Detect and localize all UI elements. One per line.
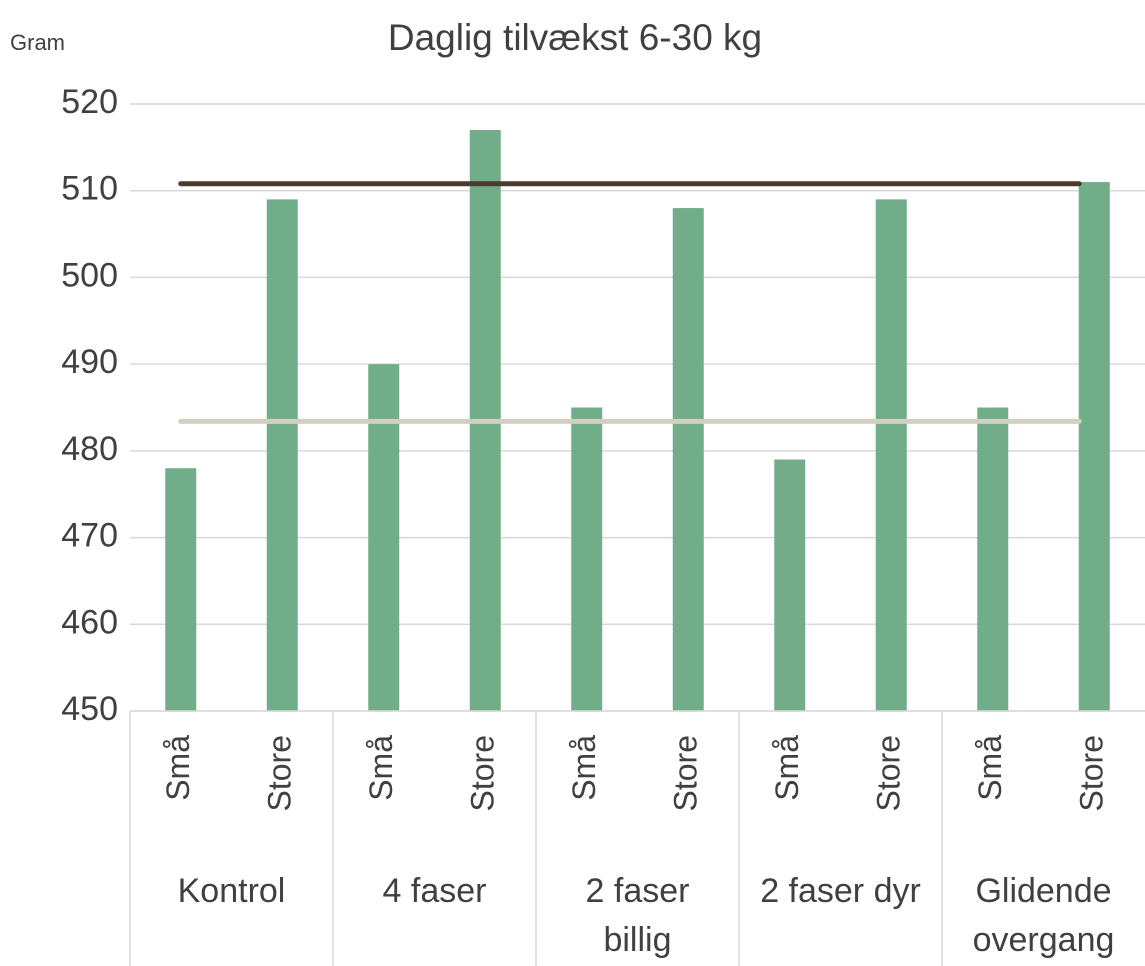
chart-title: Daglig tilvækst 6-30 kg: [388, 17, 762, 58]
x-tick-label: Små: [363, 735, 399, 801]
bar: [672, 208, 704, 712]
bar: [368, 364, 400, 711]
y-tick-label: 500: [61, 256, 118, 294]
x-tick-label: Store: [668, 735, 704, 811]
y-tick-label: 450: [61, 690, 118, 728]
bar: [165, 468, 197, 711]
y-tick-label: 510: [61, 170, 118, 208]
y-tick-label: 490: [61, 343, 118, 381]
group-label: billig: [603, 921, 671, 959]
bar: [1078, 182, 1110, 712]
x-tick-label: Store: [465, 735, 501, 811]
y-tick-label: 520: [61, 83, 118, 121]
group-label: 4 faser: [383, 872, 487, 910]
x-tick-label: Små: [160, 735, 196, 801]
x-tick-label: Store: [1074, 735, 1110, 811]
bar: [875, 199, 907, 711]
x-tick-label: Store: [262, 735, 298, 811]
y-tick-label: 480: [61, 430, 118, 468]
bar: [774, 459, 806, 711]
bar: [571, 407, 603, 711]
y-tick-label: 470: [61, 517, 118, 555]
y-tick-label: 460: [61, 603, 118, 641]
x-tick-label: Små: [769, 735, 805, 801]
x-tick-label: Store: [871, 735, 907, 811]
x-tick-label: Små: [566, 735, 602, 801]
group-label: Kontrol: [178, 872, 286, 910]
group-label: overgang: [973, 921, 1115, 959]
bar: [266, 199, 298, 711]
y-axis-label: Gram: [10, 30, 65, 55]
group-label: 2 faser: [586, 872, 690, 910]
x-tick-label: Små: [972, 735, 1008, 801]
bar: [977, 407, 1009, 711]
group-label: Glidende: [975, 872, 1111, 910]
group-label: 2 faser dyr: [760, 872, 921, 910]
